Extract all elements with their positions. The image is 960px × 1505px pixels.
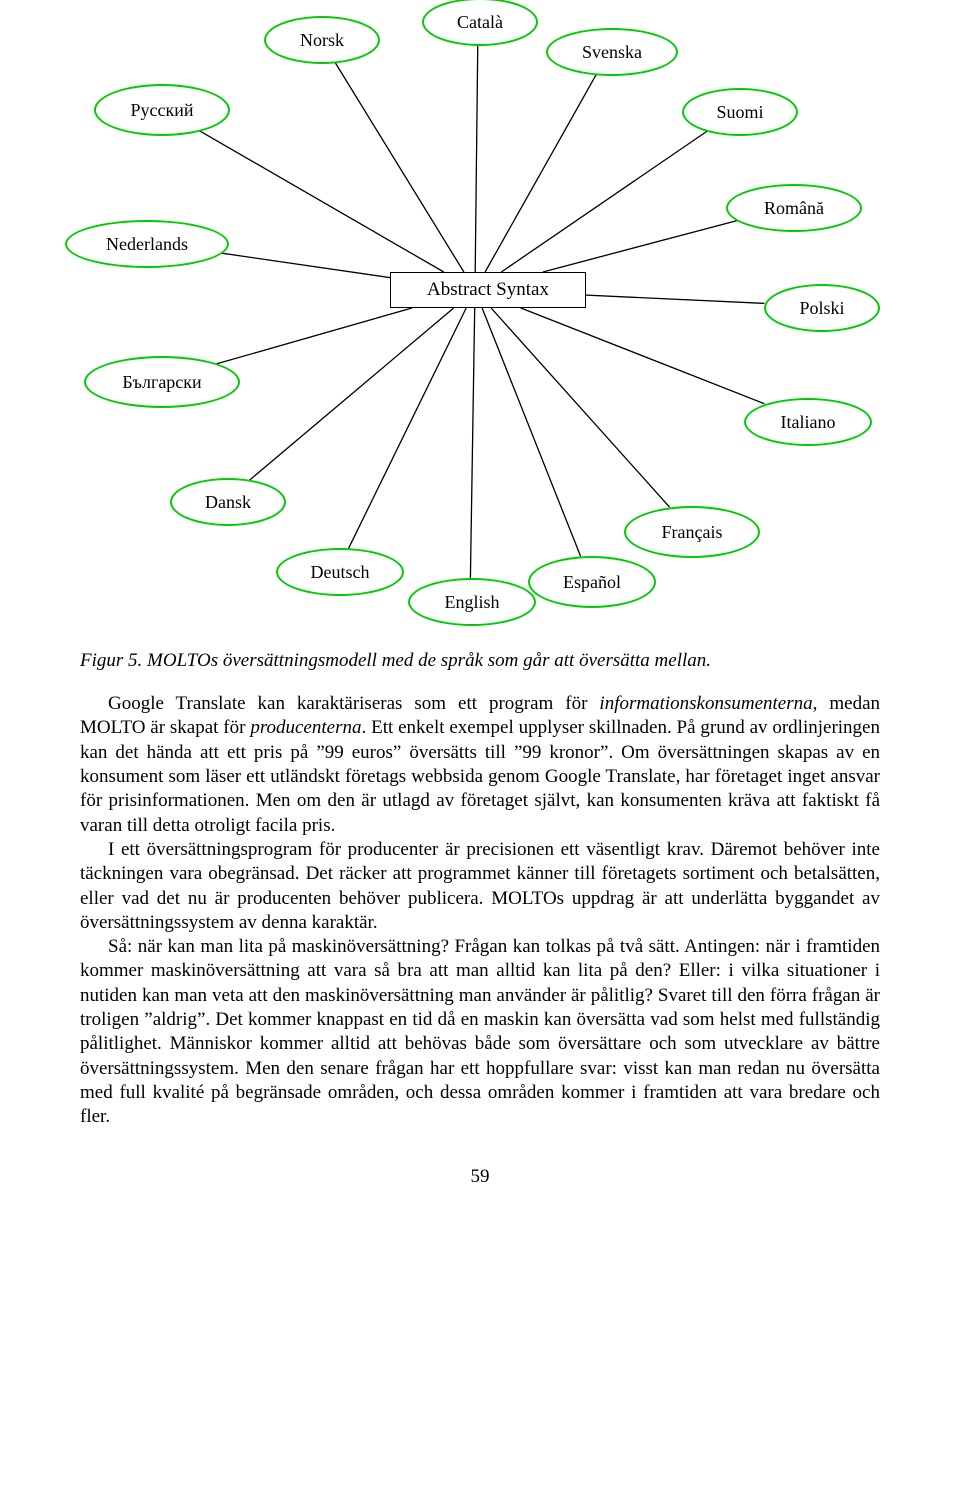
- edge-francais: [491, 308, 669, 507]
- language-node-label: Français: [662, 522, 723, 543]
- page-number: 59: [0, 1166, 960, 1188]
- edge-catala: [475, 42, 478, 272]
- language-node-label: Italiano: [781, 412, 836, 433]
- edge-romana: [543, 220, 740, 272]
- language-node-label: Norsk: [300, 30, 344, 51]
- edge-norsk: [333, 59, 464, 272]
- language-node-francais: Français: [624, 506, 760, 558]
- edge-english: [470, 308, 474, 578]
- language-node-dansk: Dansk: [170, 478, 286, 526]
- edge-deutsch: [349, 308, 467, 548]
- language-node-label: Български: [122, 372, 201, 393]
- language-node-nederlands: Nederlands: [65, 220, 229, 268]
- language-node-catala: Català: [422, 0, 538, 46]
- center-node-label: Abstract Syntax: [427, 279, 549, 300]
- language-node-label: English: [444, 592, 499, 613]
- language-node-label: Español: [563, 572, 621, 593]
- language-node-label: Svenska: [582, 42, 642, 63]
- center-node-abstract-syntax: Abstract Syntax: [390, 272, 586, 308]
- language-node-english: English: [408, 578, 536, 626]
- language-node-italiano: Italiano: [744, 398, 872, 446]
- language-node-espanol: Español: [528, 556, 656, 608]
- paragraph: Så: när kan man lita på maskinöversättni…: [80, 935, 880, 1130]
- figure-caption: Figur 5. MOLTOs översättningsmodell med …: [80, 650, 880, 672]
- language-node-russkij: Русский: [94, 84, 230, 136]
- language-node-bulgarski: Български: [84, 356, 240, 408]
- edge-nederlands: [216, 252, 390, 277]
- language-node-polski: Polski: [764, 284, 880, 332]
- language-node-suomi: Suomi: [682, 88, 798, 136]
- language-node-label: Suomi: [716, 102, 763, 123]
- paragraph: I ett översättningsprogram för producent…: [80, 838, 880, 935]
- language-node-label: Polski: [799, 298, 844, 319]
- edge-svenska: [485, 72, 598, 272]
- edge-polski: [560, 294, 764, 304]
- edge-italiano: [521, 308, 765, 404]
- edge-russkij: [195, 128, 444, 272]
- language-node-label: Català: [457, 12, 503, 33]
- language-node-label: Dansk: [205, 492, 251, 513]
- language-node-label: Deutsch: [311, 562, 370, 583]
- edge-espanol: [482, 308, 580, 556]
- language-node-label: Nederlands: [106, 234, 188, 255]
- language-node-label: Română: [764, 198, 824, 219]
- abstract-syntax-diagram: Abstract Syntax Norsk Català Svenska Русски…: [50, 0, 910, 640]
- language-node-svenska: Svenska: [546, 28, 678, 76]
- language-node-romana: Română: [726, 184, 862, 232]
- language-node-label: Русский: [131, 100, 194, 121]
- article-body: Google Translate kan karaktäriseras som …: [80, 692, 880, 1130]
- language-node-deutsch: Deutsch: [276, 548, 404, 596]
- edge-bulgarski: [216, 308, 412, 364]
- edge-dansk: [250, 308, 454, 480]
- language-node-norsk: Norsk: [264, 16, 380, 64]
- edge-suomi: [501, 129, 710, 272]
- paragraph: Google Translate kan karaktäriseras som …: [80, 692, 880, 838]
